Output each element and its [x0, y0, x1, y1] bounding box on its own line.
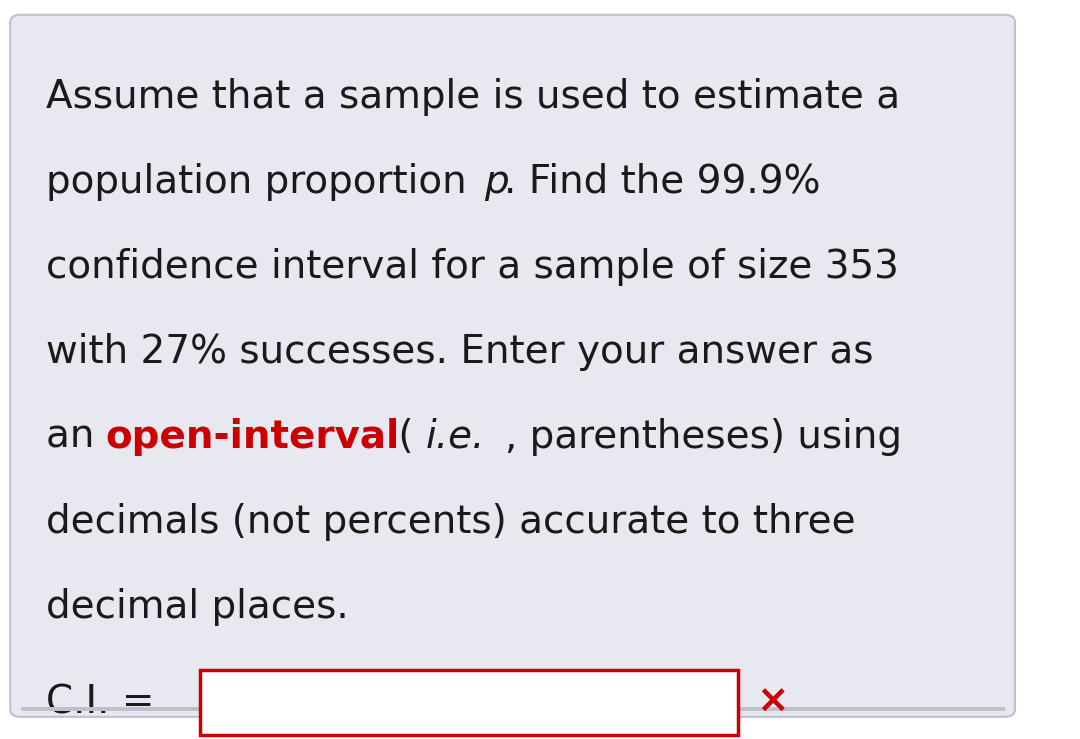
- Text: population proportion: population proportion: [46, 163, 480, 200]
- Text: with 27% successes. Enter your answer as: with 27% successes. Enter your answer as: [46, 333, 874, 370]
- Text: ×: ×: [757, 684, 789, 721]
- Text: confidence interval for a sample of size 353: confidence interval for a sample of size…: [46, 248, 899, 285]
- Text: an: an: [46, 418, 107, 455]
- FancyBboxPatch shape: [10, 15, 1015, 717]
- Text: decimal places.: decimal places.: [46, 588, 349, 625]
- Text: p: p: [484, 163, 509, 200]
- Text: . Find the 99.9%: . Find the 99.9%: [503, 163, 820, 200]
- Text: C.I. =: C.I. =: [46, 684, 167, 721]
- Text: , parentheses) using: , parentheses) using: [505, 418, 902, 455]
- Text: i.e.: i.e.: [426, 418, 485, 455]
- Text: open-interval: open-interval: [106, 418, 400, 455]
- Text: (: (: [386, 418, 414, 455]
- Bar: [21, 707, 1004, 711]
- Text: Assume that a sample is used to estimate a: Assume that a sample is used to estimate…: [46, 78, 901, 115]
- Bar: [200, 670, 738, 735]
- Text: decimals (not percents) accurate to three: decimals (not percents) accurate to thre…: [46, 503, 855, 540]
